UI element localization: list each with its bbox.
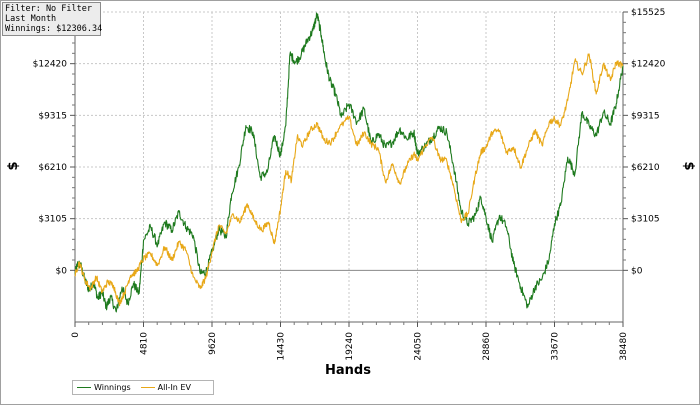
x-tick-label: 19240: [345, 332, 355, 361]
y-tick-label: $0: [56, 266, 68, 276]
y-tick-label: $3105: [38, 215, 67, 225]
x-tick-label: 33670: [551, 332, 561, 361]
legend-item-ev: All-In EV: [140, 381, 191, 394]
legend-item-winnings: Winnings: [77, 381, 131, 394]
y-tick-label: $6210: [38, 163, 67, 173]
legend-label-winnings: Winnings: [94, 383, 131, 392]
x-axis-label: Hands: [325, 363, 371, 378]
series-lines: [74, 12, 624, 313]
y-axis-label-left: $: [6, 161, 21, 170]
ev-swatch: [140, 387, 155, 388]
winnings-swatch: [77, 387, 91, 388]
y-tick-label: $15525: [631, 8, 665, 18]
y-tick-label: $12420: [33, 60, 68, 70]
y-tick-label: $6210: [631, 163, 660, 173]
y-tick-label: $3105: [631, 215, 660, 225]
filter-label: Filter: No Filter: [5, 4, 92, 14]
legend-label-ev: All-In EV: [157, 383, 191, 392]
y-tick-label: $12420: [631, 60, 666, 70]
period-label: Last Month: [5, 14, 57, 24]
series-line-all-in-ev: [74, 53, 624, 307]
x-ticks: 0 4810 9620 14430 19240 24050 28860 33670 38480: [71, 322, 629, 361]
x-tick-label: 4810: [140, 332, 150, 355]
y-tick-label: $0: [631, 266, 643, 276]
x-tick-label: 38480: [619, 332, 629, 361]
x-tick-label: 28860: [482, 332, 492, 361]
x-tick-label: 14430: [277, 332, 287, 361]
y-tick-label: $9315: [631, 111, 660, 121]
y-ticks-left: $0$3105$6210$9315$12420$15525: [33, 8, 75, 276]
y-tick-label: $9315: [38, 111, 67, 121]
x-tick-label: 0: [71, 332, 81, 338]
y-axis-label-right: $: [681, 161, 696, 170]
filter-info-box: Filter: No Filter Last Month Winnings: $…: [2, 2, 103, 36]
chart-legend: Winnings All-In EV: [72, 380, 214, 395]
x-tick-label: 9620: [208, 332, 218, 355]
x-tick-label: 24050: [414, 332, 424, 361]
y-ticks-right: $0 $3105 $6210 $9315 $12420 $15525: [623, 8, 666, 276]
winnings-total: Winnings: $12306.34: [5, 24, 103, 34]
grid-lines: [75, 11, 623, 322]
